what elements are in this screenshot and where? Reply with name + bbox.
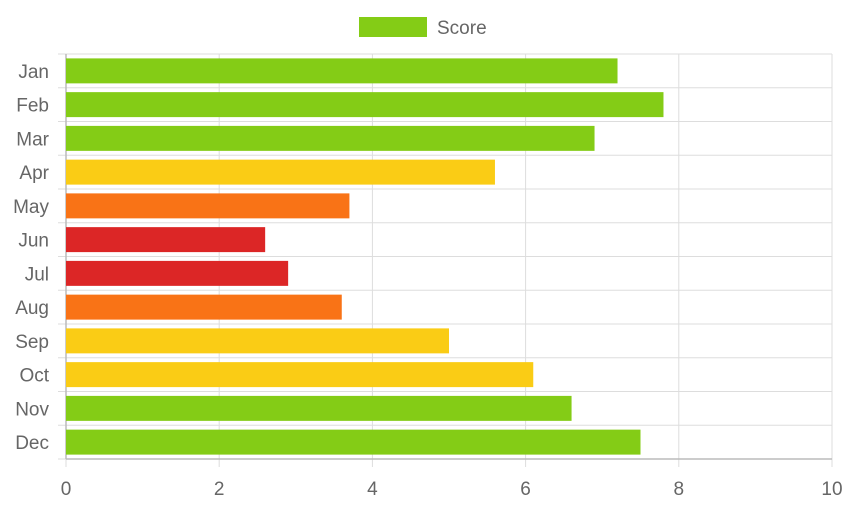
y-tick-label: Jan — [18, 62, 49, 83]
y-tick-label: Aug — [15, 298, 49, 319]
legend-swatch — [359, 17, 427, 37]
bar-nov[interactable] — [66, 395, 572, 421]
legend-label: Score — [437, 18, 487, 39]
bar-feb[interactable] — [66, 92, 664, 118]
bars — [66, 58, 664, 455]
y-tick-label: Apr — [19, 163, 49, 184]
bar-aug[interactable] — [66, 294, 342, 320]
x-tick-label: 8 — [674, 479, 685, 500]
bar-apr[interactable] — [66, 159, 495, 185]
y-tick-label: Mar — [16, 129, 49, 150]
bar-jan[interactable] — [66, 58, 618, 84]
y-tick-label: Dec — [15, 433, 49, 454]
x-tick-label: 0 — [61, 479, 72, 500]
y-axis-ticks: Jan Feb Mar Apr May Jun Jul Aug Sep Oct Nov Dec — [13, 62, 50, 454]
bar-jun[interactable] — [66, 227, 266, 253]
x-axis-ticks: 0 2 4 6 8 10 — [61, 479, 843, 500]
legend[interactable]: Score — [359, 17, 487, 39]
y-tick-label: Oct — [19, 366, 49, 387]
bar-may[interactable] — [66, 193, 350, 219]
x-tick-label: 4 — [367, 479, 378, 500]
y-tick-label: May — [13, 197, 49, 218]
grid — [58, 53, 833, 467]
y-tick-label: Jun — [18, 231, 49, 252]
bar-jul[interactable] — [66, 260, 289, 286]
x-tick-label: 6 — [520, 479, 531, 500]
y-tick-label: Nov — [15, 399, 49, 420]
y-tick-label: Feb — [16, 96, 49, 117]
bar-mar[interactable] — [66, 125, 595, 151]
y-tick-label: Jul — [25, 264, 49, 285]
bar-sep[interactable] — [66, 328, 449, 354]
bar-oct[interactable] — [66, 362, 534, 388]
x-tick-label: 2 — [214, 479, 225, 500]
bar-dec[interactable] — [66, 429, 641, 455]
y-tick-label: Sep — [15, 332, 49, 353]
x-tick-label: 10 — [821, 479, 842, 500]
